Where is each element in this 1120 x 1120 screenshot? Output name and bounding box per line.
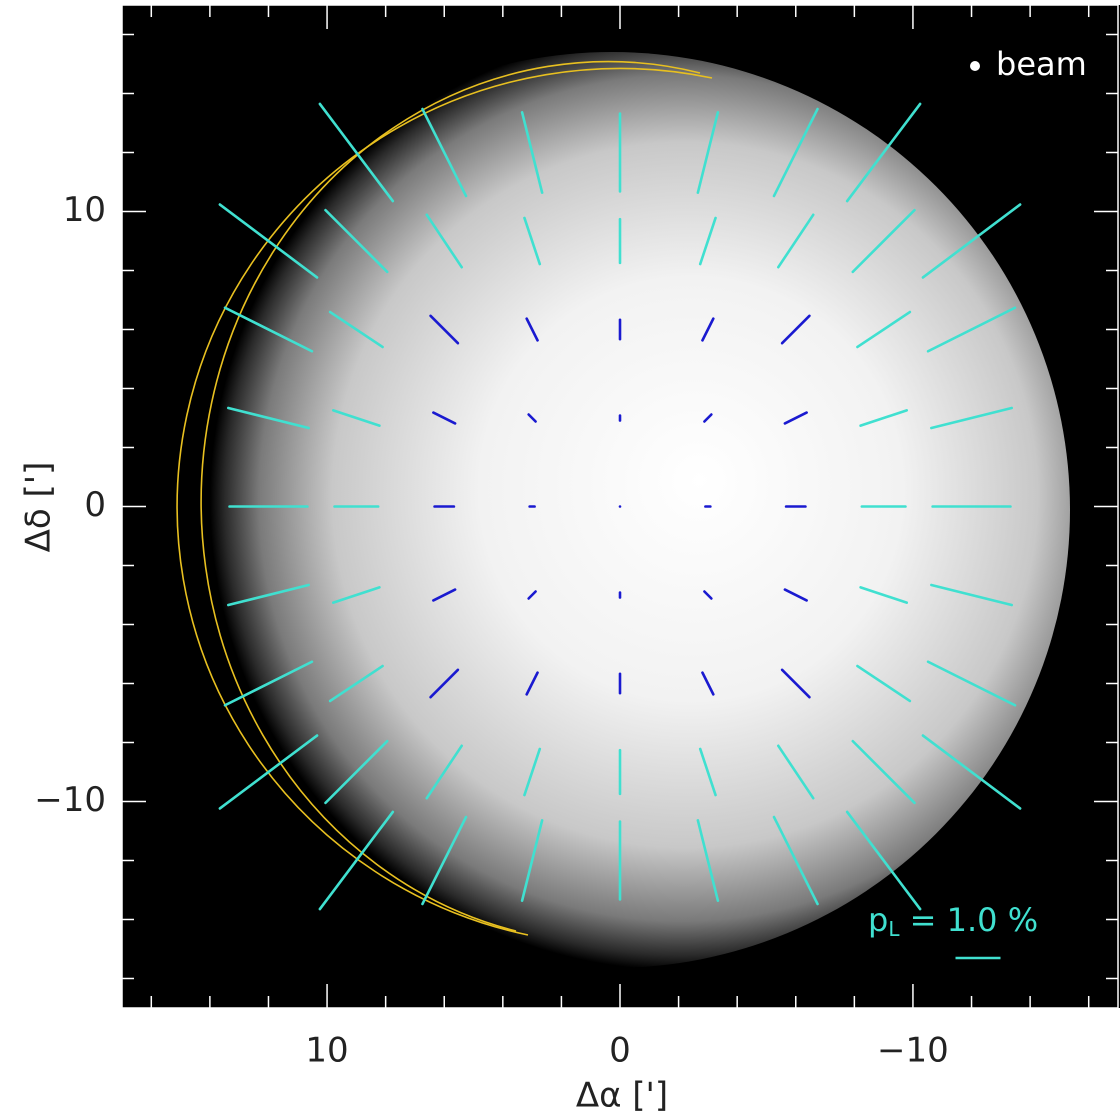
polarization-vector (776, 744, 815, 800)
polarization-vector (523, 747, 542, 797)
polarization-vector (432, 588, 457, 602)
polarization-vector (331, 409, 381, 427)
polarization-vector (425, 213, 464, 269)
polarization-vector (696, 819, 720, 902)
polarization-vector (520, 111, 544, 194)
polarization-vector (318, 810, 395, 911)
polarization-vector (421, 815, 468, 906)
scale-label-rest: = 1.0 % (899, 901, 1038, 939)
polarization-vector (780, 668, 811, 699)
y-tick-label: −10 (34, 780, 106, 820)
polarization-vector (930, 583, 1013, 607)
beam-marker (970, 61, 980, 71)
scale-label-main: p (868, 901, 888, 939)
scale-label-sub: L (888, 917, 900, 941)
polarization-vector (701, 671, 715, 696)
polarization-vector (926, 660, 1017, 707)
polarization-vector (859, 586, 909, 604)
x-tick-label: 0 (609, 1031, 631, 1071)
polarization-vector (772, 107, 819, 198)
x-tick-label: −10 (877, 1031, 949, 1071)
polarization-vector (851, 208, 916, 274)
polarization-vector (324, 739, 389, 805)
polarization-vector (525, 671, 539, 696)
polarization-vector (696, 111, 720, 194)
polarization-vector (698, 747, 717, 797)
polarization-vector (223, 660, 314, 707)
polarization-vector (783, 411, 808, 425)
polarization-vector (432, 411, 457, 425)
polarization-vector (921, 203, 1022, 279)
polarization-vector (859, 409, 909, 427)
polarization-vector (525, 317, 539, 342)
polarization-vector (527, 590, 537, 600)
polarization-vector (845, 102, 922, 203)
disk-image (154, 52, 1070, 968)
polarization-vector (425, 744, 464, 800)
polarization-vector (318, 102, 395, 203)
polarization-vector (527, 413, 537, 423)
scale-label: pL = 1.0 % (868, 901, 1038, 941)
polarization-vector (523, 216, 542, 266)
polarization-vector (218, 734, 319, 810)
polarization-vector (701, 317, 715, 342)
polarization-vector (218, 203, 319, 279)
polarization-vector (421, 107, 468, 198)
polarization-vector (227, 406, 310, 430)
polarization-vector (227, 583, 310, 607)
polarization-vector (921, 734, 1022, 810)
arc (176, 67, 713, 936)
polarization-vector (856, 310, 912, 349)
polarization-vector (780, 314, 811, 345)
polarization-vector (520, 819, 544, 902)
beam-label: beam (996, 45, 1087, 83)
y-tick-label: 0 (84, 485, 106, 525)
arc (200, 60, 701, 932)
polarization-vector (776, 213, 815, 269)
polarization-vector (703, 413, 713, 423)
polarization-vector (331, 586, 381, 604)
polarization-vector (845, 810, 922, 911)
y-tick-label: 10 (63, 190, 106, 230)
polarization-vector (324, 208, 389, 274)
polarization-vector (926, 306, 1017, 353)
polarization-vector (856, 664, 912, 703)
plot-area: beam pL = 1.0 % (154, 45, 1087, 968)
axes: 10 0 −10 10 0 −10 (34, 4, 1119, 1071)
polarization-vector (429, 668, 460, 699)
polarization-vector (328, 310, 384, 349)
polarization-vector (783, 588, 808, 602)
y-axis-label: Δδ ['] (19, 462, 59, 553)
x-tick-label: 10 (305, 1031, 348, 1071)
polarization-vector (698, 216, 717, 266)
polarization-vector (703, 590, 713, 600)
vectors (218, 102, 1022, 911)
x-axis-label: Δα ['] (576, 1076, 668, 1116)
polarization-vector (223, 306, 314, 353)
polarization-vector (772, 815, 819, 906)
polarization-vector (851, 739, 916, 805)
polarization-vector (930, 406, 1013, 430)
polarization-vector (429, 314, 460, 345)
polarization-vector (328, 664, 384, 703)
